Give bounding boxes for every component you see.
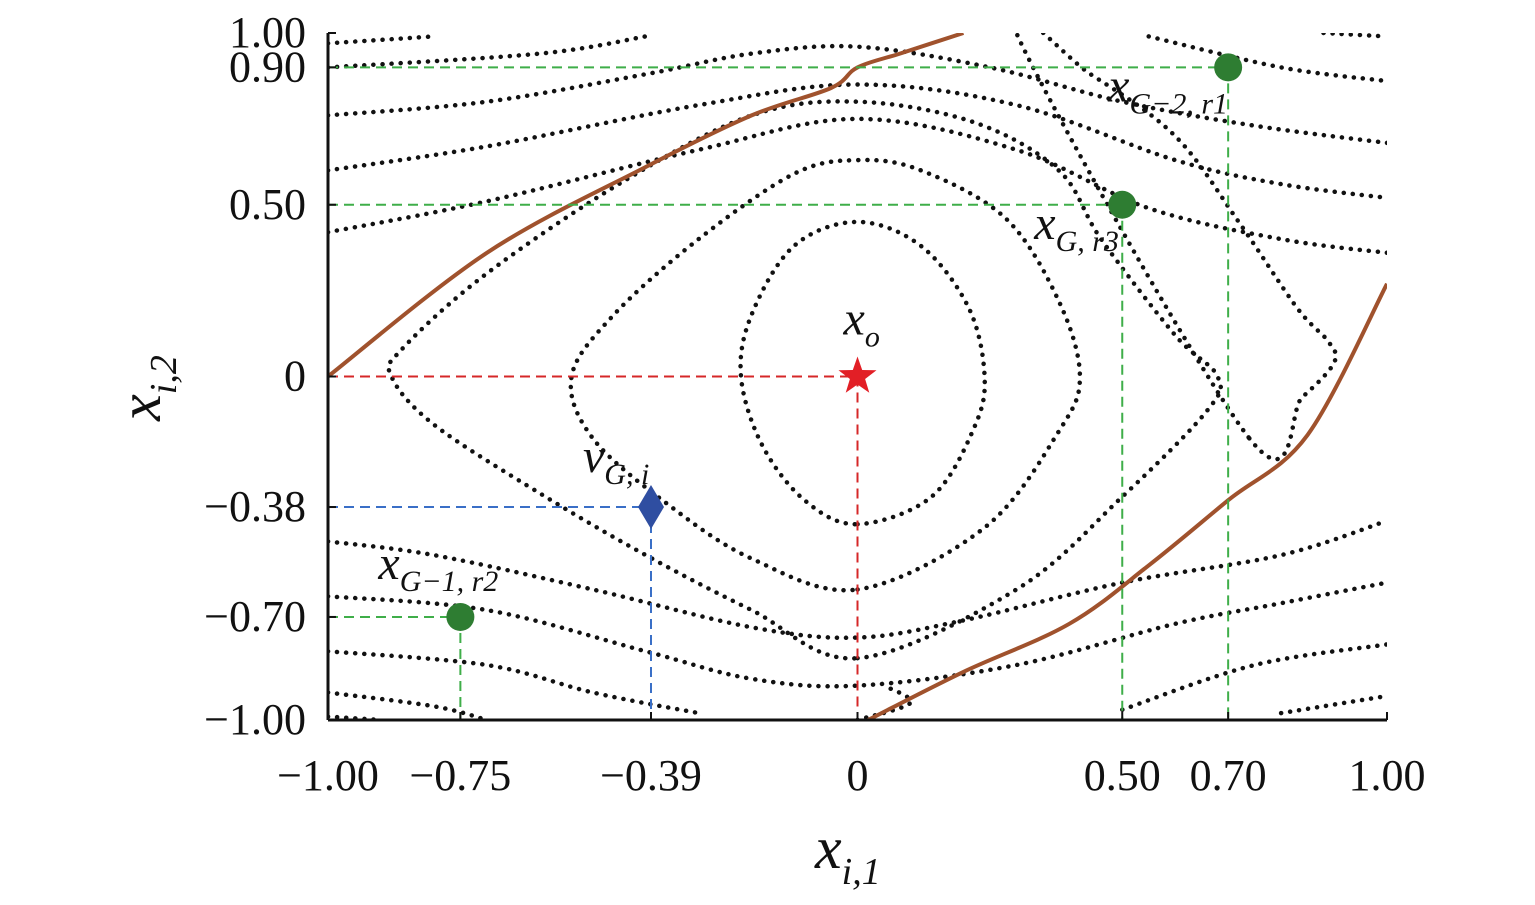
y-axis-label: xi,2 — [107, 355, 185, 422]
guide-lines — [328, 66, 1230, 720]
contour-open-10 — [1120, 642, 1387, 712]
marker-v-g-i — [637, 485, 664, 530]
boundary-curve-lower — [867, 282, 1387, 720]
point-labels: xo vG, i xG−1, r2 xG, r3 xG−2, r1 — [377, 59, 1228, 598]
label-v-g-i: vG, i — [583, 430, 649, 491]
y-tick-label: 0 — [284, 352, 306, 401]
contour-open-6 — [1321, 33, 1387, 39]
x-tick-label: 0 — [847, 751, 869, 800]
contour-open-0 — [328, 116, 1387, 256]
contour-open-9 — [328, 649, 701, 716]
x-tick-label: 1.00 — [1349, 751, 1426, 800]
contour-closed-2 — [386, 99, 1224, 661]
marker-x-g-2-r1 — [1214, 53, 1243, 82]
contour-open-3 — [328, 34, 648, 70]
contour-closed-4 — [855, 683, 914, 720]
contour-open-4 — [1146, 34, 1387, 84]
marker-x-g-1-r2 — [446, 602, 475, 631]
marker-x-g-r3 — [1108, 190, 1137, 219]
y-tick-label: −1.00 — [204, 695, 306, 744]
x-tick-label: −1.00 — [277, 751, 379, 800]
y-tick-label: −0.70 — [204, 592, 306, 641]
contour-open-12 — [1278, 693, 1387, 716]
contour-closed-3 — [1013, 33, 1339, 462]
contour-open-11 — [328, 690, 490, 720]
boundary-curve-upper — [328, 33, 965, 379]
x-tick-label: −0.39 — [600, 751, 702, 800]
point-markers — [446, 53, 1243, 631]
contour-open-8 — [328, 580, 1387, 689]
y-tick-label: 1.00 — [229, 8, 306, 57]
label-x-g-r3: xG, r3 — [1033, 197, 1119, 258]
contour-open-2 — [328, 43, 1387, 146]
x-tick-label: 0.70 — [1190, 751, 1267, 800]
contour-open-13 — [328, 714, 384, 720]
contour-closed-0 — [738, 219, 988, 527]
axes: −1.00 −0.75 −0.39 0 0.50 0.70 1.001.000.900.50… — [204, 8, 1425, 800]
y-tick-label: 0.90 — [229, 42, 306, 91]
boundary-curves — [328, 33, 1387, 720]
x-tick-label: −0.75 — [409, 751, 511, 800]
x-axis-label: xi,1 — [814, 815, 881, 893]
marker-x-o — [838, 356, 877, 393]
contour-open-5 — [328, 34, 437, 46]
contour-closed-1 — [568, 157, 1083, 593]
x-tick-label: 0.50 — [1084, 751, 1161, 800]
label-x-g-2-r1: xG−2, r1 — [1107, 59, 1228, 120]
contour-open-1 — [328, 82, 1387, 201]
label-x-g-1-r2: xG−1, r2 — [377, 537, 498, 598]
label-x-o: xo — [843, 293, 880, 354]
y-tick-label: 0.50 — [229, 180, 306, 229]
y-tick-label: −0.38 — [204, 482, 306, 531]
